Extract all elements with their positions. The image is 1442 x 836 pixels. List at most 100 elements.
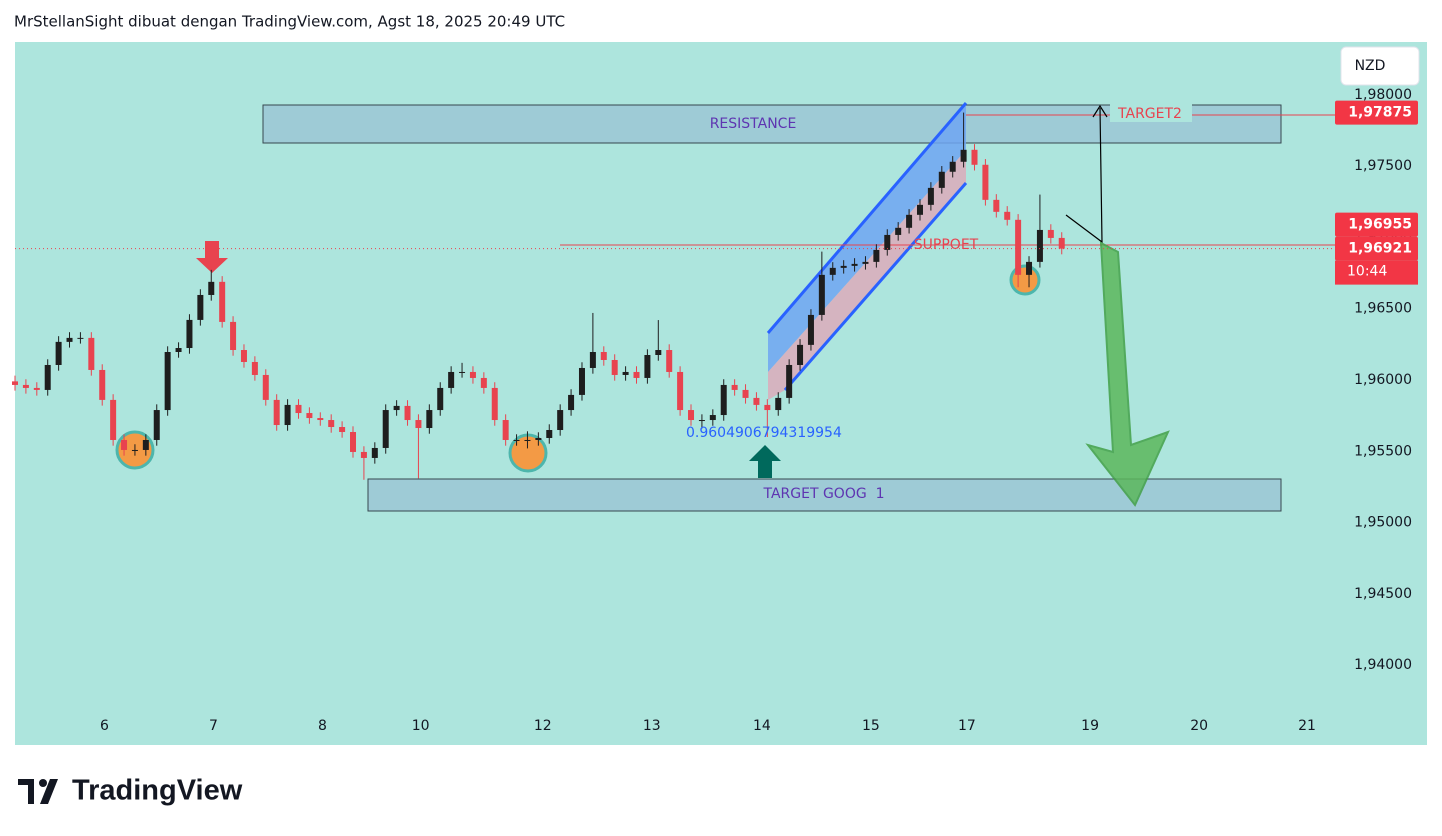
path-arrow xyxy=(1065,107,1103,244)
candle-body xyxy=(22,384,29,388)
candle-body xyxy=(1058,237,1065,249)
countdown: 10:44 xyxy=(1347,264,1387,280)
candle-body xyxy=(110,399,117,440)
candle-body xyxy=(448,371,455,388)
candle-body xyxy=(306,413,313,419)
channel-line xyxy=(766,102,968,334)
candle-body xyxy=(513,439,520,441)
up-arrow xyxy=(749,445,781,478)
x-tick-label: 10 xyxy=(412,718,430,734)
chart-title: MrStellanSight dibuat dengan TradingView… xyxy=(14,13,565,31)
candle-body xyxy=(121,439,128,450)
candle-body xyxy=(382,410,389,448)
candle-body xyxy=(546,430,553,438)
target2-label: TARGET2 xyxy=(1117,106,1182,122)
candle-body xyxy=(55,341,62,365)
x-tick-label: 8 xyxy=(318,718,327,734)
candle-body xyxy=(1004,211,1011,220)
channel-upper xyxy=(768,103,966,372)
channel-lower xyxy=(768,150,966,400)
candle-body xyxy=(12,381,18,385)
candle-body xyxy=(829,267,836,275)
logo-icon xyxy=(40,779,58,804)
candle-body xyxy=(851,263,858,266)
candle-body xyxy=(164,352,171,411)
candle-body xyxy=(949,161,956,172)
candle-body xyxy=(731,384,738,390)
candle-body xyxy=(142,439,149,450)
candle-body xyxy=(884,234,891,250)
candle-body xyxy=(262,374,269,400)
candle-body xyxy=(906,214,913,228)
candle-body xyxy=(633,371,640,378)
currency-button[interactable] xyxy=(1340,46,1420,86)
candle-body xyxy=(873,249,880,262)
logo-icon xyxy=(28,779,34,804)
y-tick-label: 1,94500 xyxy=(1354,586,1412,602)
candle-body xyxy=(328,420,335,428)
candle-body xyxy=(698,420,705,422)
candle-body xyxy=(317,418,324,421)
price-label-box xyxy=(1335,236,1418,261)
candle-body xyxy=(535,437,542,440)
candle-body xyxy=(77,337,84,339)
highlight-circle xyxy=(508,433,548,473)
candle-body xyxy=(44,364,51,390)
candle-body xyxy=(862,261,869,264)
candle-body xyxy=(197,294,204,320)
candle-body xyxy=(818,274,825,315)
candle-body xyxy=(251,361,258,375)
candle-body xyxy=(742,389,749,398)
y-tick-label: 1,98000 xyxy=(1354,87,1412,103)
candle-body xyxy=(153,410,160,440)
y-tick-label: 1,94000 xyxy=(1354,657,1412,673)
candle-body xyxy=(644,354,651,378)
candle-body xyxy=(775,397,782,411)
candle-body xyxy=(720,384,727,416)
candle-body xyxy=(982,164,989,200)
candle-body xyxy=(568,394,575,411)
logo-icon xyxy=(39,779,47,787)
candle-body xyxy=(960,149,967,162)
x-tick-label: 7 xyxy=(209,718,218,734)
candle-body xyxy=(524,439,531,441)
x-tick-label: 13 xyxy=(643,718,661,734)
candle-body xyxy=(589,352,596,368)
candle-body xyxy=(622,371,629,375)
candle-body xyxy=(1015,219,1022,275)
candle-body xyxy=(437,387,444,411)
candle-body xyxy=(230,321,237,351)
candle-body xyxy=(1036,229,1043,262)
x-tick-label: 19 xyxy=(1081,718,1099,734)
candle-body xyxy=(88,337,95,370)
candle-body xyxy=(295,404,302,414)
candle-body xyxy=(611,359,618,375)
candle-body xyxy=(415,420,422,429)
price-label: 1,96955 xyxy=(1348,217,1412,233)
support-label: SUPPOET xyxy=(914,237,979,253)
x-tick-label: 6 xyxy=(100,718,109,734)
candle-body xyxy=(371,447,378,458)
candle-body xyxy=(33,387,40,390)
candle-body xyxy=(993,199,1000,212)
candle-body xyxy=(709,415,716,421)
label-bg xyxy=(1110,104,1192,122)
candle-body xyxy=(491,387,498,421)
candle-body xyxy=(480,377,487,388)
candle-body xyxy=(208,281,215,295)
candle-body xyxy=(557,410,564,431)
currency-label: NZD xyxy=(1355,58,1386,74)
candle-body xyxy=(131,449,138,451)
candle-body xyxy=(666,350,673,372)
candle-body xyxy=(469,371,476,378)
candle-body xyxy=(971,149,978,165)
candle-body xyxy=(895,227,902,235)
countdown-box xyxy=(1335,260,1418,285)
candle-body xyxy=(578,367,585,395)
candle-body xyxy=(688,410,695,421)
logo-text: TradingView xyxy=(72,775,243,807)
price-label-box xyxy=(1335,212,1418,237)
candle-body xyxy=(66,337,73,342)
